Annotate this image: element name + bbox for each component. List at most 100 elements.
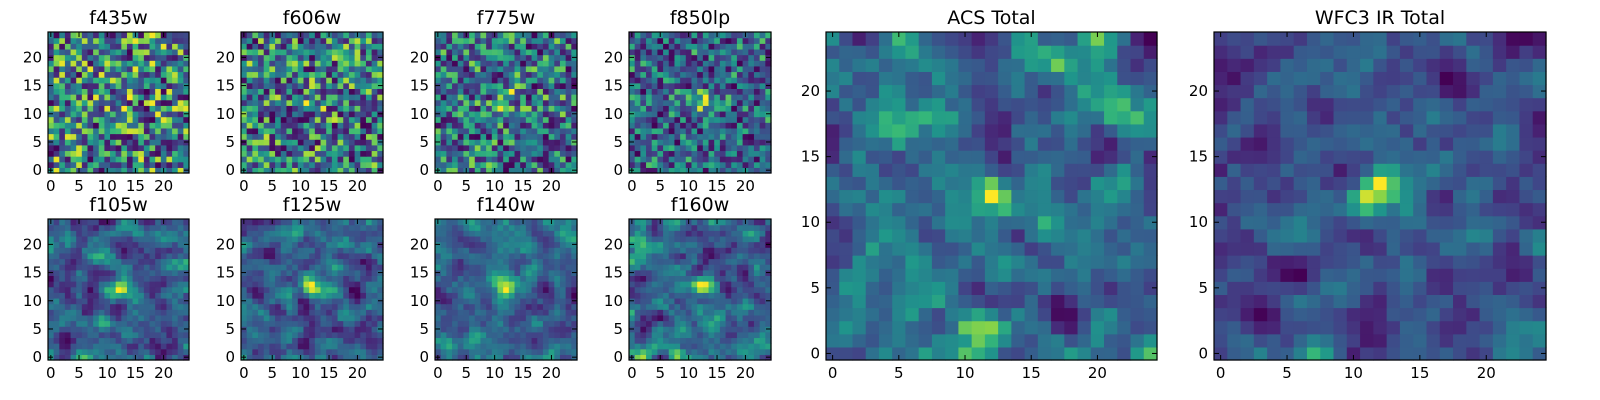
- heatmap-cell: [565, 326, 572, 333]
- heatmap-cell: [491, 48, 499, 56]
- heatmap-cell: [337, 241, 344, 248]
- heatmap-cell: [748, 110, 755, 118]
- heatmap-cell: [132, 235, 139, 243]
- heatmap-cell: [258, 269, 265, 276]
- heatmap-cell: [371, 348, 378, 355]
- heatmap-cell: [126, 320, 134, 327]
- heatmap-cell: [753, 122, 761, 129]
- heatmap-cell: [149, 127, 156, 135]
- panel-title: f606w: [283, 7, 342, 29]
- heatmap-cell: [452, 343, 459, 350]
- heatmap-cell: [457, 105, 464, 112]
- heatmap-cell: [53, 241, 60, 248]
- heatmap-cell: [258, 252, 265, 260]
- heatmap-cell: [360, 65, 367, 73]
- heatmap-cell: [143, 150, 151, 157]
- heatmap-cell: [486, 320, 493, 327]
- heatmap-cell: [64, 331, 72, 339]
- heatmap-cell: [263, 105, 270, 112]
- heatmap-cell: [81, 116, 89, 123]
- heatmap-cell: [742, 127, 749, 135]
- heatmap-cell: [714, 348, 721, 355]
- heatmap-cell: [132, 252, 139, 260]
- heatmap-cell: [269, 314, 276, 322]
- heatmap-cell: [132, 309, 139, 316]
- heatmap-cell: [765, 127, 772, 135]
- heatmap-cell: [93, 230, 100, 237]
- heatmap-cell: [457, 116, 464, 123]
- heatmap-cell: [59, 247, 66, 254]
- heatmap-cell: [343, 309, 350, 316]
- heatmap-cell: [138, 88, 145, 95]
- heatmap-cell: [297, 297, 305, 305]
- heatmap-cell: [668, 331, 676, 339]
- heatmap-cell: [81, 99, 89, 106]
- heatmap-cell: [132, 286, 139, 293]
- heatmap-cell: [714, 337, 721, 344]
- heatmap-cell: [440, 37, 447, 44]
- heatmap-cell: [64, 230, 72, 237]
- heatmap-cell: [297, 314, 305, 322]
- heatmap-cell: [87, 144, 94, 152]
- heatmap-cell: [708, 150, 715, 157]
- heatmap-cell: [719, 60, 727, 67]
- heatmap-cell: [685, 156, 693, 163]
- heatmap-cell: [292, 230, 299, 237]
- heatmap-cell: [121, 219, 128, 226]
- heatmap-cell: [474, 224, 482, 231]
- heatmap-cell: [365, 297, 373, 305]
- heatmap-cell: [314, 94, 322, 101]
- heatmap-cell: [531, 309, 538, 316]
- heatmap-cell: [765, 94, 772, 101]
- heatmap-cell: [571, 230, 578, 237]
- heatmap-cell: [542, 264, 550, 271]
- heatmap-cell: [360, 54, 367, 61]
- heatmap-cell: [531, 144, 538, 152]
- heatmap-cell: [331, 337, 339, 344]
- heatmap-cell: [514, 354, 521, 361]
- heatmap-cell: [275, 230, 282, 237]
- heatmap-cell: [685, 77, 693, 84]
- heatmap-cell: [537, 43, 544, 50]
- heatmap-cell: [314, 88, 322, 95]
- heatmap-cell: [691, 144, 698, 152]
- heatmap-cell: [297, 139, 305, 146]
- heatmap-cell: [719, 326, 727, 333]
- heatmap-cell: [155, 219, 162, 226]
- heatmap-cell: [138, 133, 145, 140]
- heatmap-cell: [759, 110, 766, 118]
- heatmap-cell: [565, 71, 572, 78]
- heatmap-cell: [719, 54, 727, 61]
- heatmap-cell: [542, 161, 550, 168]
- heatmap-cell: [554, 150, 561, 157]
- heatmap-cell: [343, 139, 350, 146]
- heatmap-cell: [286, 156, 293, 163]
- heatmap-cell: [309, 264, 316, 271]
- heatmap-cell: [348, 82, 356, 89]
- heatmap-cell: [571, 133, 578, 140]
- heatmap-cell: [160, 314, 168, 322]
- heatmap-cell: [640, 116, 647, 123]
- heatmap-cell: [520, 297, 527, 305]
- heatmap-cell: [742, 116, 749, 123]
- heatmap-cell: [725, 337, 732, 344]
- heatmap-cell: [98, 275, 105, 282]
- heatmap-cell: [435, 88, 442, 95]
- heatmap-cell: [138, 127, 145, 135]
- heatmap-cell: [759, 54, 766, 61]
- heatmap-cell: [736, 94, 744, 101]
- heatmap-cell: [697, 167, 704, 174]
- heatmap-cell: [377, 247, 384, 254]
- heatmap-cell: [731, 281, 738, 288]
- heatmap-cell: [708, 88, 715, 95]
- heatmap-cell: [446, 71, 453, 78]
- heatmap-cell: [166, 281, 173, 288]
- heatmap-cell: [297, 82, 305, 89]
- heatmap-cell: [98, 139, 105, 146]
- heatmap-cell: [759, 82, 766, 89]
- heatmap-cell: [753, 32, 761, 39]
- heatmap-cell: [70, 235, 77, 243]
- heatmap-cell: [520, 133, 527, 140]
- heatmap-cell: [646, 354, 653, 361]
- heatmap-cell: [360, 247, 367, 254]
